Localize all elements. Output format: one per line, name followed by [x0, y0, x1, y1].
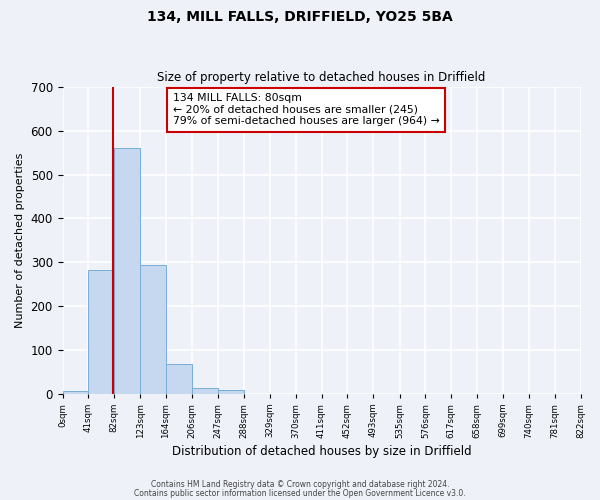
- Bar: [62, 390, 88, 394]
- Text: Contains public sector information licensed under the Open Government Licence v3: Contains public sector information licen…: [134, 488, 466, 498]
- Bar: [88, 270, 114, 394]
- Bar: [114, 148, 140, 394]
- Text: Contains HM Land Registry data © Crown copyright and database right 2024.: Contains HM Land Registry data © Crown c…: [151, 480, 449, 489]
- Text: 134 MILL FALLS: 80sqm
← 20% of detached houses are smaller (245)
79% of semi-det: 134 MILL FALLS: 80sqm ← 20% of detached …: [173, 93, 439, 126]
- Bar: [218, 390, 244, 394]
- Bar: [193, 388, 218, 394]
- X-axis label: Distribution of detached houses by size in Driffield: Distribution of detached houses by size …: [172, 444, 472, 458]
- Title: Size of property relative to detached houses in Driffield: Size of property relative to detached ho…: [157, 72, 486, 85]
- Y-axis label: Number of detached properties: Number of detached properties: [15, 152, 25, 328]
- Bar: [166, 364, 193, 394]
- Text: 134, MILL FALLS, DRIFFIELD, YO25 5BA: 134, MILL FALLS, DRIFFIELD, YO25 5BA: [147, 10, 453, 24]
- Bar: [140, 266, 166, 394]
